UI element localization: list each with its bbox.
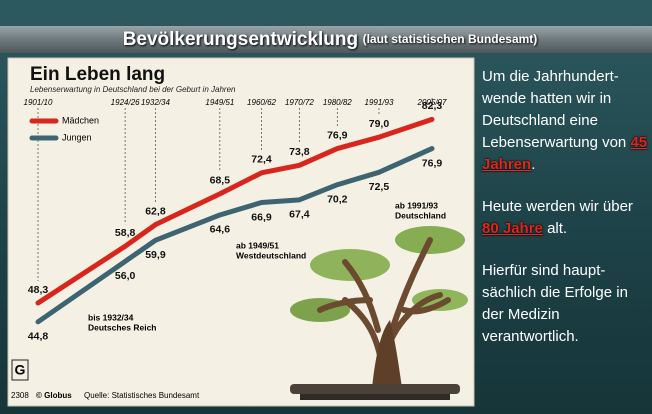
annotation: Deutsches Reich <box>88 322 157 332</box>
text: . <box>531 156 535 173</box>
paragraph: Hierfür sind haupt-sächlich die Erfolge … <box>482 260 650 348</box>
value-label: 67,4 <box>289 209 310 221</box>
value-label: 56,0 <box>115 270 136 282</box>
text: alt. <box>547 220 567 237</box>
source: Quelle: Statistisches Bundesamt <box>84 391 200 400</box>
publisher: © Globus <box>36 391 72 400</box>
highlight: 80 Jahre <box>482 220 543 237</box>
annotation: Deutschland <box>395 210 446 220</box>
code: 2308 <box>11 391 29 400</box>
x-tick-label: 1980/82 <box>323 98 352 107</box>
value-label: 73,8 <box>289 146 310 158</box>
page: Bevölkerungsentwicklung (laut statistisc… <box>0 0 652 414</box>
x-tick-label: 1932/34 <box>141 98 170 107</box>
chart-title: Ein Leben lang <box>30 64 165 85</box>
x-tick-label: 1991/93 <box>365 98 394 107</box>
value-label: 62,8 <box>145 205 166 217</box>
text: Heute werden wir über <box>482 198 633 215</box>
text: Hierfür sind haupt-sächlich die Erfolge … <box>482 262 628 345</box>
paragraph: Um die Jahrhundert-wende hatten wir in D… <box>482 66 650 176</box>
x-tick-label: 1924/26 <box>111 98 140 107</box>
value-label: 76,9 <box>422 157 443 169</box>
header-sub: (laut statistischen Bundesamt) <box>363 32 538 46</box>
legend-label: Jungen <box>62 132 92 142</box>
value-label: 58,8 <box>115 227 136 239</box>
annotation: bis 1932/34 <box>88 312 134 322</box>
x-tick-label: 1949/51 <box>205 98 234 107</box>
value-label: 79,0 <box>369 118 390 130</box>
value-label: 72,5 <box>369 181 390 193</box>
value-label: 68,5 <box>210 175 231 187</box>
value-label: 66,9 <box>251 211 272 223</box>
value-label: 48,3 <box>28 284 49 296</box>
x-tick-label: 1970/72 <box>285 98 314 107</box>
value-label: 72,4 <box>251 154 272 166</box>
legend-label: Mädchen <box>62 115 99 125</box>
value-label: 82,3 <box>422 100 443 112</box>
chart-subtitle: Lebenserwartung in Deutschland bei der G… <box>30 85 236 94</box>
header-main: Bevölkerungsentwicklung <box>123 29 358 50</box>
value-label: 76,9 <box>327 129 348 141</box>
annotation: ab 1949/51 <box>236 240 279 250</box>
annotation: Westdeutschland <box>236 250 306 260</box>
annotation: ab 1991/93 <box>395 200 438 210</box>
value-label: 64,6 <box>210 224 231 236</box>
x-tick-label: 1901/10 <box>24 98 53 107</box>
value-label: 44,8 <box>28 331 49 343</box>
value-label: 59,9 <box>145 249 166 261</box>
text: Um die Jahrhundert-wende hatten wir in D… <box>482 68 626 151</box>
logo: G <box>15 362 26 378</box>
paragraph: Heute werden wir über 80 Jahre alt. <box>482 196 650 240</box>
x-tick-label: 1960/62 <box>247 98 276 107</box>
sidebar: Um die Jahrhundert-wende hatten wir in D… <box>482 66 650 368</box>
value-label: 70,2 <box>327 194 348 206</box>
